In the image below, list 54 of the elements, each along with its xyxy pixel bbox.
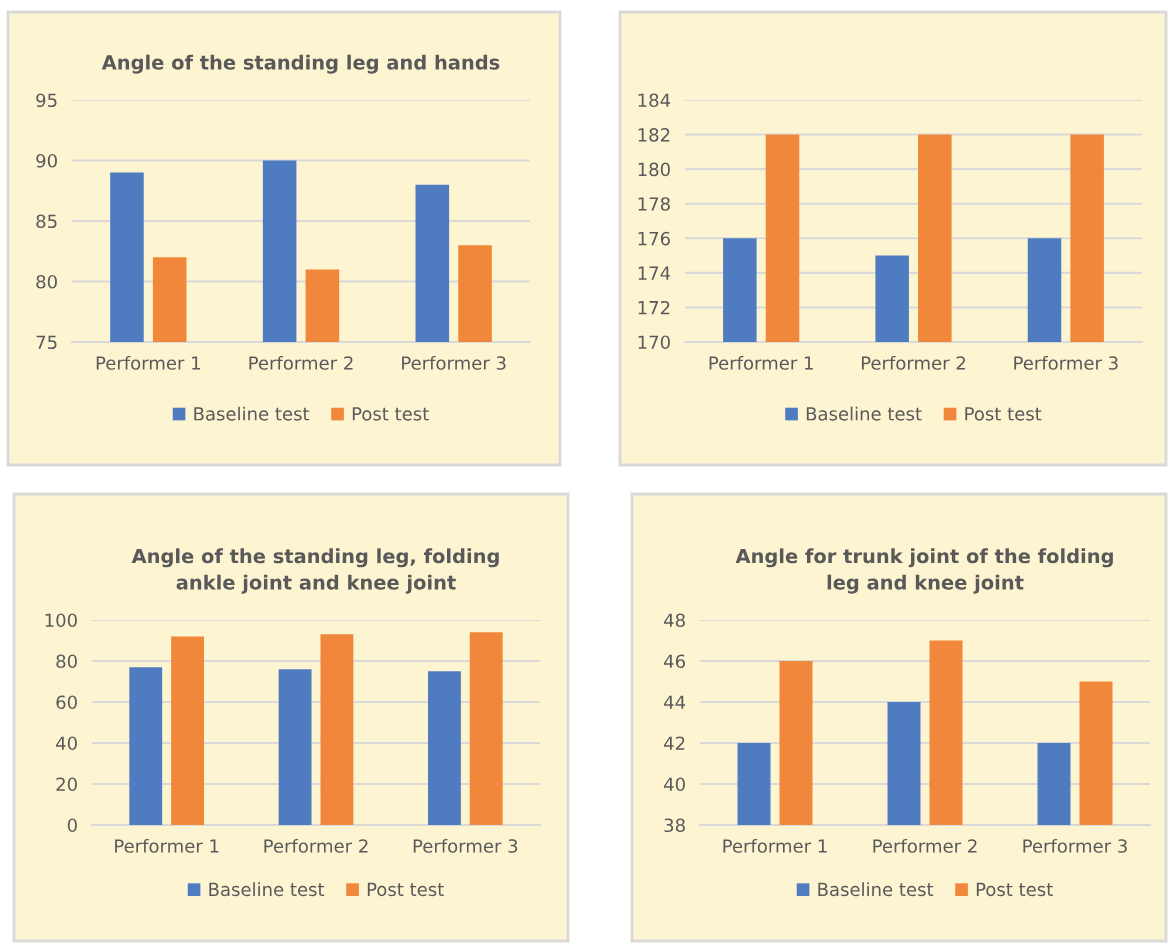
y-tick-label: 178 [638, 197, 670, 211]
y-tick-label: 174 [638, 266, 671, 280]
bar [320, 634, 354, 825]
x-tick-label: Performer 2 [873, 838, 977, 853]
chart-title: Angle of the standing leg and hands [101, 54, 500, 74]
y-tick-label: 184 [638, 93, 671, 108]
y-tick-label: 38 [664, 818, 685, 833]
y-tick-label: 172 [638, 300, 670, 315]
legend-label: Post test [367, 882, 444, 897]
y-tick-label: 40 [664, 777, 685, 792]
y-tick-label: 80 [36, 274, 57, 289]
x-tick-label: Performer 3 [413, 838, 518, 853]
y-tick-label: 40 [56, 736, 77, 751]
y-tick-label: 170 [638, 335, 670, 350]
y-tick-label: 95 [36, 93, 57, 108]
legend-label: Baseline test [818, 882, 934, 897]
x-tick-label: Performer 1 [723, 838, 827, 853]
y-tick-label: 180 [638, 162, 670, 177]
y-tick-label: 42 [664, 736, 685, 750]
bar [469, 632, 503, 825]
y-tick-label: 20 [56, 777, 77, 792]
legend-label: Baseline test [806, 406, 922, 421]
chart-title: Angle for trunk joint of the folding leg and knee joint [735, 548, 1113, 594]
x-tick-label: Performer 3 [1023, 838, 1127, 853]
x-tick-label: Performer 1 [709, 355, 813, 370]
bar [428, 671, 461, 825]
y-tick-label: 182 [638, 128, 670, 142]
legend-label: Baseline test [209, 882, 325, 897]
bar [171, 636, 204, 825]
y-tick-label: 85 [36, 214, 57, 229]
x-tick-label: Performer 2 [264, 838, 368, 853]
y-tick-label: 90 [36, 153, 57, 168]
legend-label: Post test [965, 407, 1042, 421]
y-tick-label: 48 [664, 613, 685, 628]
x-tick-label: Performer 2 [861, 355, 965, 370]
y-tick-label: 44 [664, 695, 686, 709]
legend-label: Post test [976, 882, 1053, 897]
x-tick-label: Performer 1 [115, 838, 219, 853]
bar [278, 669, 312, 825]
y-tick-label: 0 [67, 818, 77, 833]
bar [129, 667, 163, 825]
y-tick-label: 60 [56, 695, 77, 710]
x-tick-label: Performer 3 [1014, 355, 1118, 370]
y-tick-label: 100 [45, 613, 77, 628]
y-tick-label: 176 [638, 231, 670, 246]
x-tick-label: Performer 1 [96, 355, 200, 370]
chart-title: Angle of the standing leg, folding ankle joint and knee joint [131, 548, 499, 594]
y-tick-label: 80 [56, 654, 77, 669]
legend-label: Baseline test [194, 406, 310, 421]
y-tick-label: 75 [36, 335, 57, 350]
x-tick-label: Performer 2 [249, 355, 353, 370]
legend-label: Post test [352, 407, 429, 421]
x-tick-label: Performer 3 [402, 355, 506, 370]
y-tick-label: 46 [664, 654, 685, 669]
